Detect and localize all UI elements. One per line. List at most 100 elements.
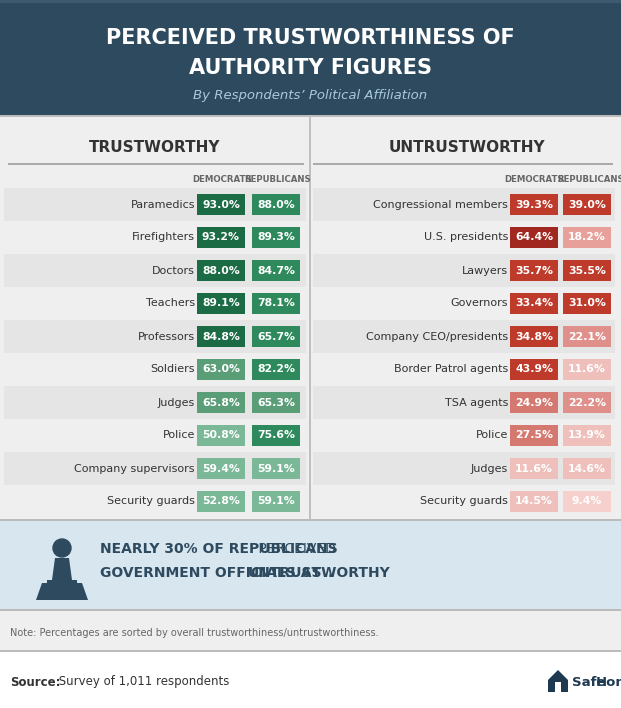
Bar bbox=[0, 520, 621, 610]
Bar bbox=[4, 254, 306, 287]
Text: 34.8%: 34.8% bbox=[515, 331, 553, 341]
Bar bbox=[563, 359, 611, 380]
Bar bbox=[252, 392, 300, 413]
Text: REPUBLICANS: REPUBLICANS bbox=[558, 176, 621, 185]
Text: DEMOCRATS: DEMOCRATS bbox=[504, 176, 564, 185]
Bar bbox=[313, 320, 615, 353]
Text: Doctors: Doctors bbox=[152, 266, 195, 275]
Bar bbox=[510, 326, 558, 347]
Bar bbox=[252, 227, 300, 248]
Text: 63.0%: 63.0% bbox=[202, 365, 240, 375]
Text: Congressional members: Congressional members bbox=[373, 200, 508, 210]
Bar bbox=[510, 293, 558, 314]
Bar bbox=[197, 458, 245, 479]
Bar bbox=[197, 491, 245, 512]
Circle shape bbox=[53, 539, 71, 557]
Text: Teachers: Teachers bbox=[146, 299, 195, 309]
Bar bbox=[252, 491, 300, 512]
Text: Judges: Judges bbox=[158, 397, 195, 408]
Text: PERCEIVED: PERCEIVED bbox=[254, 542, 335, 556]
Polygon shape bbox=[548, 670, 568, 692]
Bar bbox=[510, 458, 558, 479]
Text: 18.2%: 18.2% bbox=[568, 232, 606, 243]
Bar bbox=[563, 425, 611, 446]
Text: Police: Police bbox=[476, 430, 508, 440]
Bar bbox=[4, 419, 306, 452]
Text: DEMOCRATS: DEMOCRATS bbox=[192, 176, 252, 185]
Text: Safe: Safe bbox=[572, 675, 605, 688]
Text: U.S. presidents: U.S. presidents bbox=[424, 232, 508, 243]
Bar bbox=[0, 519, 621, 520]
Text: 84.7%: 84.7% bbox=[257, 266, 295, 275]
Bar bbox=[563, 194, 611, 215]
Text: 65.8%: 65.8% bbox=[202, 397, 240, 408]
Bar bbox=[252, 458, 300, 479]
Text: 93.0%: 93.0% bbox=[202, 200, 240, 210]
Bar bbox=[313, 452, 615, 485]
Bar bbox=[313, 188, 615, 221]
Bar bbox=[313, 221, 615, 254]
Text: Firefighters: Firefighters bbox=[132, 232, 195, 243]
Bar bbox=[563, 392, 611, 413]
Text: Home: Home bbox=[596, 675, 621, 688]
Text: 59.1%: 59.1% bbox=[257, 464, 295, 474]
Polygon shape bbox=[36, 583, 88, 600]
Bar bbox=[563, 326, 611, 347]
Text: 64.4%: 64.4% bbox=[515, 232, 553, 243]
Bar bbox=[8, 163, 304, 164]
Bar bbox=[510, 227, 558, 248]
Bar bbox=[510, 359, 558, 380]
Bar bbox=[0, 609, 621, 610]
Bar bbox=[313, 287, 615, 320]
Text: NEARLY 30% OF REPUBLICANS: NEARLY 30% OF REPUBLICANS bbox=[100, 542, 338, 556]
Bar bbox=[252, 425, 300, 446]
Bar bbox=[510, 425, 558, 446]
Text: .: . bbox=[327, 566, 333, 580]
Bar bbox=[313, 485, 615, 518]
Bar bbox=[4, 452, 306, 485]
Text: 59.1%: 59.1% bbox=[257, 496, 295, 506]
Text: 50.8%: 50.8% bbox=[202, 430, 240, 440]
Text: UNTRUSTWORTHY: UNTRUSTWORTHY bbox=[248, 566, 391, 580]
Text: 22.1%: 22.1% bbox=[568, 331, 606, 341]
Bar bbox=[563, 458, 611, 479]
Text: TSA agents: TSA agents bbox=[445, 397, 508, 408]
Bar bbox=[252, 194, 300, 215]
Text: Professors: Professors bbox=[138, 331, 195, 341]
Text: 9.4%: 9.4% bbox=[572, 496, 602, 506]
Bar bbox=[510, 392, 558, 413]
Text: 27.5%: 27.5% bbox=[515, 430, 553, 440]
Bar bbox=[313, 386, 615, 419]
Bar bbox=[4, 485, 306, 518]
Bar bbox=[313, 254, 615, 287]
Text: 33.4%: 33.4% bbox=[515, 299, 553, 309]
Text: 82.2%: 82.2% bbox=[257, 365, 295, 375]
Bar bbox=[563, 260, 611, 281]
Bar bbox=[197, 260, 245, 281]
Text: 35.5%: 35.5% bbox=[568, 266, 606, 275]
Text: PERCEIVED TRUSTWORTHINESS OF: PERCEIVED TRUSTWORTHINESS OF bbox=[106, 28, 515, 48]
Bar bbox=[309, 115, 311, 520]
Bar bbox=[0, 115, 621, 520]
Text: 52.8%: 52.8% bbox=[202, 496, 240, 506]
Text: 31.0%: 31.0% bbox=[568, 299, 606, 309]
Text: 22.2%: 22.2% bbox=[568, 397, 606, 408]
Bar bbox=[510, 194, 558, 215]
Text: 14.6%: 14.6% bbox=[568, 464, 606, 474]
Bar bbox=[563, 293, 611, 314]
Text: 75.6%: 75.6% bbox=[257, 430, 295, 440]
Bar bbox=[4, 287, 306, 320]
Text: GOVERNMENT OFFICIALS AS: GOVERNMENT OFFICIALS AS bbox=[100, 566, 327, 580]
Bar bbox=[4, 188, 306, 221]
Bar bbox=[510, 260, 558, 281]
Text: By Respondents’ Political Affiliation: By Respondents’ Political Affiliation bbox=[193, 89, 428, 103]
Text: 35.7%: 35.7% bbox=[515, 266, 553, 275]
Text: Survey of 1,011 respondents: Survey of 1,011 respondents bbox=[55, 675, 229, 688]
Text: Company supervisors: Company supervisors bbox=[75, 464, 195, 474]
Bar bbox=[252, 293, 300, 314]
Bar bbox=[197, 194, 245, 215]
Bar bbox=[4, 386, 306, 419]
Text: 11.6%: 11.6% bbox=[568, 365, 606, 375]
Text: Note: Percentages are sorted by overall trustworthiness/untrustworthiness.: Note: Percentages are sorted by overall … bbox=[10, 628, 379, 638]
Bar bbox=[510, 491, 558, 512]
